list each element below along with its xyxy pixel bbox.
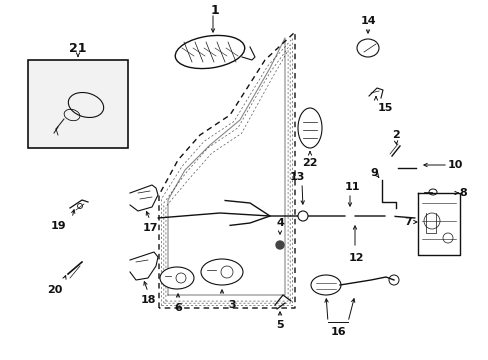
Text: 10: 10 [447,160,462,170]
Text: 13: 13 [289,172,304,182]
Text: 5: 5 [276,320,283,330]
Text: 6: 6 [174,303,182,313]
Ellipse shape [310,275,340,295]
Text: 14: 14 [360,16,375,26]
Text: 18: 18 [140,295,156,305]
Text: 1: 1 [210,4,219,17]
Circle shape [346,212,353,220]
Text: 19: 19 [50,221,66,231]
Text: 12: 12 [347,253,363,263]
Text: 11: 11 [344,182,359,192]
Text: 3: 3 [228,300,235,310]
Ellipse shape [297,211,307,221]
Text: 21: 21 [69,41,86,54]
Bar [28,60,128,148]
Ellipse shape [160,267,194,289]
Text: 22: 22 [302,158,317,168]
Text: 4: 4 [276,218,284,228]
Ellipse shape [201,259,243,285]
Text: 8: 8 [458,188,466,198]
Text: 15: 15 [377,103,392,113]
Ellipse shape [297,108,321,148]
Ellipse shape [356,39,378,57]
Text: 20: 20 [47,285,62,295]
Text: 17: 17 [142,223,158,233]
Text: 7: 7 [403,217,411,227]
Circle shape [275,241,284,249]
Circle shape [216,196,224,204]
Text: 16: 16 [329,327,345,337]
Text: 2: 2 [391,130,399,140]
Circle shape [385,212,393,220]
Text: 9: 9 [369,168,377,178]
Circle shape [221,222,228,230]
